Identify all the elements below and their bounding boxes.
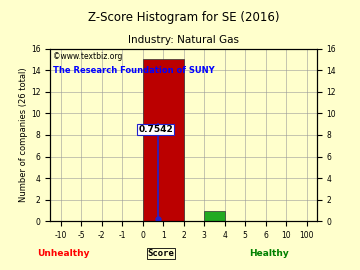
Text: Industry: Natural Gas: Industry: Natural Gas	[128, 35, 239, 45]
Text: The Research Foundation of SUNY: The Research Foundation of SUNY	[53, 66, 215, 75]
Text: Z-Score Histogram for SE (2016): Z-Score Histogram for SE (2016)	[88, 11, 279, 24]
Text: Healthy: Healthy	[249, 249, 289, 258]
Y-axis label: Number of companies (26 total): Number of companies (26 total)	[19, 68, 28, 202]
Bar	[204, 211, 225, 221]
Text: ©www.textbiz.org: ©www.textbiz.org	[53, 52, 122, 61]
Bar	[143, 59, 184, 221]
Text: 0.7542: 0.7542	[138, 125, 173, 134]
Text: Score: Score	[147, 249, 174, 258]
Text: Unhealthy: Unhealthy	[37, 249, 90, 258]
